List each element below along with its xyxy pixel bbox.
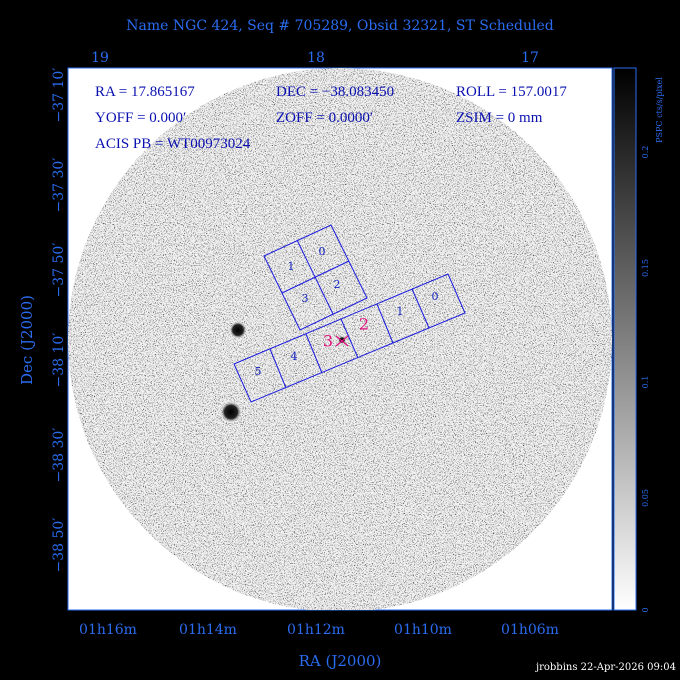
y-tick-label: −37 10′ [51, 68, 67, 123]
chip-label: 3 [302, 292, 309, 305]
s-array [233, 273, 466, 403]
chip-label: 1 [288, 260, 295, 273]
top-tick-label: 18 [307, 50, 325, 66]
chip-label: 4 [291, 350, 298, 363]
info: ZOFF = 0.0000′ [276, 110, 373, 126]
colorbar-label: PSPC cts/s/pixel [655, 77, 664, 143]
chip-label: 2 [334, 278, 341, 291]
colorbar-tick: 0.05 [641, 489, 650, 507]
x-tick-label: 01h12m [287, 622, 345, 638]
y-tick-label: −37 50′ [51, 243, 67, 298]
info: ACIS PB = WT00973024 [95, 136, 251, 152]
i-array [263, 224, 368, 331]
top-tick-label: 17 [521, 50, 539, 66]
top-tick-label: 19 [91, 50, 109, 66]
footer: jrobbins 22-Apr-2026 09:04 [535, 662, 676, 673]
y-tick-label: −38 50′ [51, 518, 67, 573]
info: DEC = −38.083450 [276, 84, 394, 100]
chip-label: 1 [397, 305, 404, 318]
colorbar-tick: 0.2 [641, 146, 650, 159]
source [229, 321, 247, 339]
colorbar [613, 67, 637, 611]
aimpoint [335, 335, 349, 347]
x-tick-label: 01h16m [79, 622, 137, 638]
y-tick-label: −38 30′ [51, 428, 67, 483]
y-axis-title: Dec (J2000) [18, 295, 36, 385]
source [220, 401, 242, 423]
x-tick-label: 01h10m [394, 622, 452, 638]
title: Name NGC 424, Seq # 705289, Obsid 32321,… [126, 18, 553, 34]
colorbar-tick: 0.1 [641, 376, 650, 389]
info: ZSIM = 0 mm [456, 110, 543, 126]
aimpoint-label: 3 [323, 332, 333, 351]
y-tick-label: −37 30′ [51, 158, 67, 213]
chip-label: 0 [432, 290, 439, 303]
colorbar-tick: 0 [641, 607, 650, 612]
info: RA = 17.865167 [95, 84, 195, 100]
info: ROLL = 157.0017 [456, 84, 567, 100]
x-tick-label: 01h06m [501, 622, 559, 638]
x-axis-title: RA (J2000) [299, 652, 382, 670]
x-tick-label: 01h14m [179, 622, 237, 638]
chip-label: 0 [319, 245, 326, 258]
aimpoint-label: 2 [359, 315, 369, 334]
chip-label: 5 [255, 365, 262, 378]
info: YOFF = 0.000′ [95, 110, 186, 126]
y-tick-label: −38 10′ [51, 333, 67, 388]
colorbar-tick: 0.15 [641, 259, 650, 277]
